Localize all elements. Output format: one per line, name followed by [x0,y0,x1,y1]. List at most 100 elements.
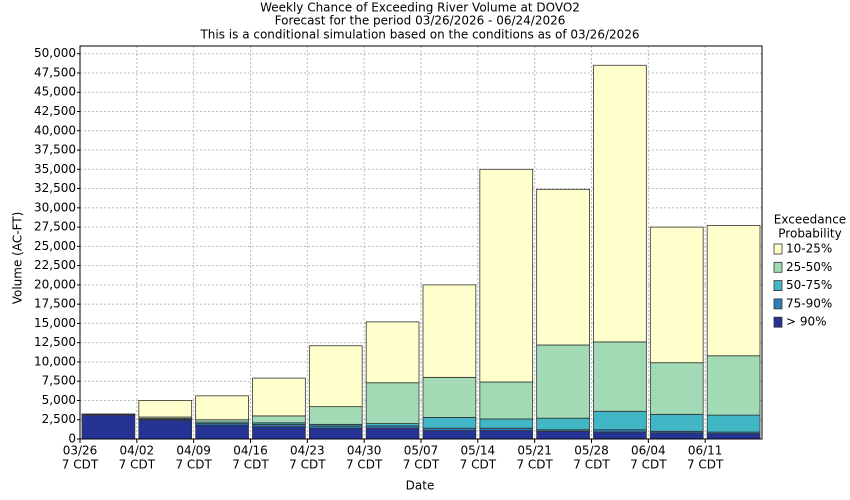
y-tick-label: 27,500 [34,220,76,234]
y-tick-label: 30,000 [34,200,76,214]
bar-segment [479,430,534,440]
legend-label: 75-90% [786,296,832,310]
bar-segment [536,430,590,440]
y-tick-label: 35,000 [34,162,76,176]
legend-label: 10-25% [786,242,832,256]
bar-segment [593,341,647,412]
bar-segment [649,432,704,440]
x-axis-label: Date [406,479,435,493]
bar-segment [649,362,704,415]
legend-swatch [773,316,783,328]
y-tick-label: 17,500 [34,297,76,311]
bar-segment [422,417,477,429]
x-tick-sublabel: 7 CDT [346,458,383,472]
bar-segment [365,382,420,424]
x-tick-sublabel: 7 CDT [630,458,667,472]
y-tick-label: 32,500 [34,181,76,195]
bar-segment [536,344,590,419]
bar-segment [308,345,363,408]
bar-segment [252,415,306,424]
bar-segment [706,433,761,440]
legend-swatch [773,298,783,310]
plot-border [79,45,763,440]
x-tick-label: 05/07 [404,444,439,458]
x-tick-label: 04/16 [233,444,268,458]
y-tick-label: 25,000 [34,239,76,253]
bar-segment [593,431,647,440]
x-tick-sublabel: 7 CDT [687,458,724,472]
x-tick-label: 04/23 [290,444,325,458]
y-tick-label: 45,000 [34,85,76,99]
bar-segment [649,226,704,364]
y-tick-label: 15,000 [34,316,76,330]
y-tick-label: 20,000 [34,277,76,291]
legend-swatch [773,243,783,255]
x-tick-sublabel: 7 CDT [516,458,553,472]
chart-subtitle: This is a conditional simulation based o… [199,28,639,42]
legend-label: 50-75% [786,278,832,292]
bar-segment [593,64,647,343]
bar-segment [479,168,534,383]
bar-segment [422,376,477,418]
x-tick-label: 04/02 [120,444,155,458]
x-tick-sublabel: 7 CDT [460,458,497,472]
bar-segment [365,427,420,440]
chart-title: Weekly Chance of Exceeding River Volume … [260,1,580,15]
x-tick-label: 06/04 [631,444,666,458]
bar-segment [593,410,647,431]
x-tick-label: 05/28 [574,444,609,458]
chart-subtitle: Forecast for the period 03/26/2026 - 06/… [275,14,566,28]
legend-title: Probability [778,227,841,241]
y-tick-label: 5,000 [42,393,76,407]
bar-segment [308,406,363,425]
x-tick-sublabel: 7 CDT [175,458,212,472]
x-tick-label: 04/09 [176,444,211,458]
x-tick-label: 05/21 [517,444,552,458]
y-axis-label: Volume (AC-FT) [11,212,25,305]
x-tick-sublabel: 7 CDT [119,458,156,472]
y-tick-label: 10,000 [34,354,76,368]
bar-segment [536,188,590,346]
y-tick-label: 0 [68,432,76,446]
bar-segment [195,424,249,440]
bar-segment [365,321,420,384]
bar-segment [138,400,193,418]
x-tick-sublabel: 7 CDT [232,458,269,472]
y-tick-label: 12,500 [34,335,76,349]
y-tick-label: 47,500 [34,65,76,79]
legend-swatch [773,261,783,273]
bar-segment [706,225,761,357]
bar-segment [422,284,477,378]
bar-segment [479,418,534,429]
x-tick-sublabel: 7 CDT [62,458,99,472]
x-tick-label: 06/11 [688,444,723,458]
y-tick-label: 22,500 [34,258,76,272]
bar-segment [195,395,249,421]
y-tick-label: 42,500 [34,104,76,118]
y-tick-label: 40,000 [34,123,76,137]
x-tick-label: 03/26 [63,444,98,458]
legend-title: Exceedance [774,213,846,227]
bar-segment [422,430,477,440]
legend-swatch [773,280,783,292]
bar-segment [536,417,590,431]
bar-segment [706,355,761,416]
x-tick-sublabel: 7 CDT [573,458,610,472]
bar-segment [252,377,306,417]
x-tick-label: 04/30 [347,444,382,458]
bar-segment [706,414,761,433]
legend-label: 25-50% [786,260,832,274]
bar-segment [81,414,136,440]
legend-label: > 90% [786,315,827,329]
x-tick-sublabel: 7 CDT [403,458,440,472]
y-tick-label: 7,500 [42,374,76,388]
bar-segment [308,427,363,440]
bar-segment [252,426,306,440]
y-tick-label: 37,500 [34,143,76,157]
x-tick-sublabel: 7 CDT [289,458,326,472]
bar-segment [138,419,193,440]
y-tick-label: 2,500 [42,412,76,426]
bar-segment [649,413,704,432]
x-tick-label: 05/14 [461,444,496,458]
